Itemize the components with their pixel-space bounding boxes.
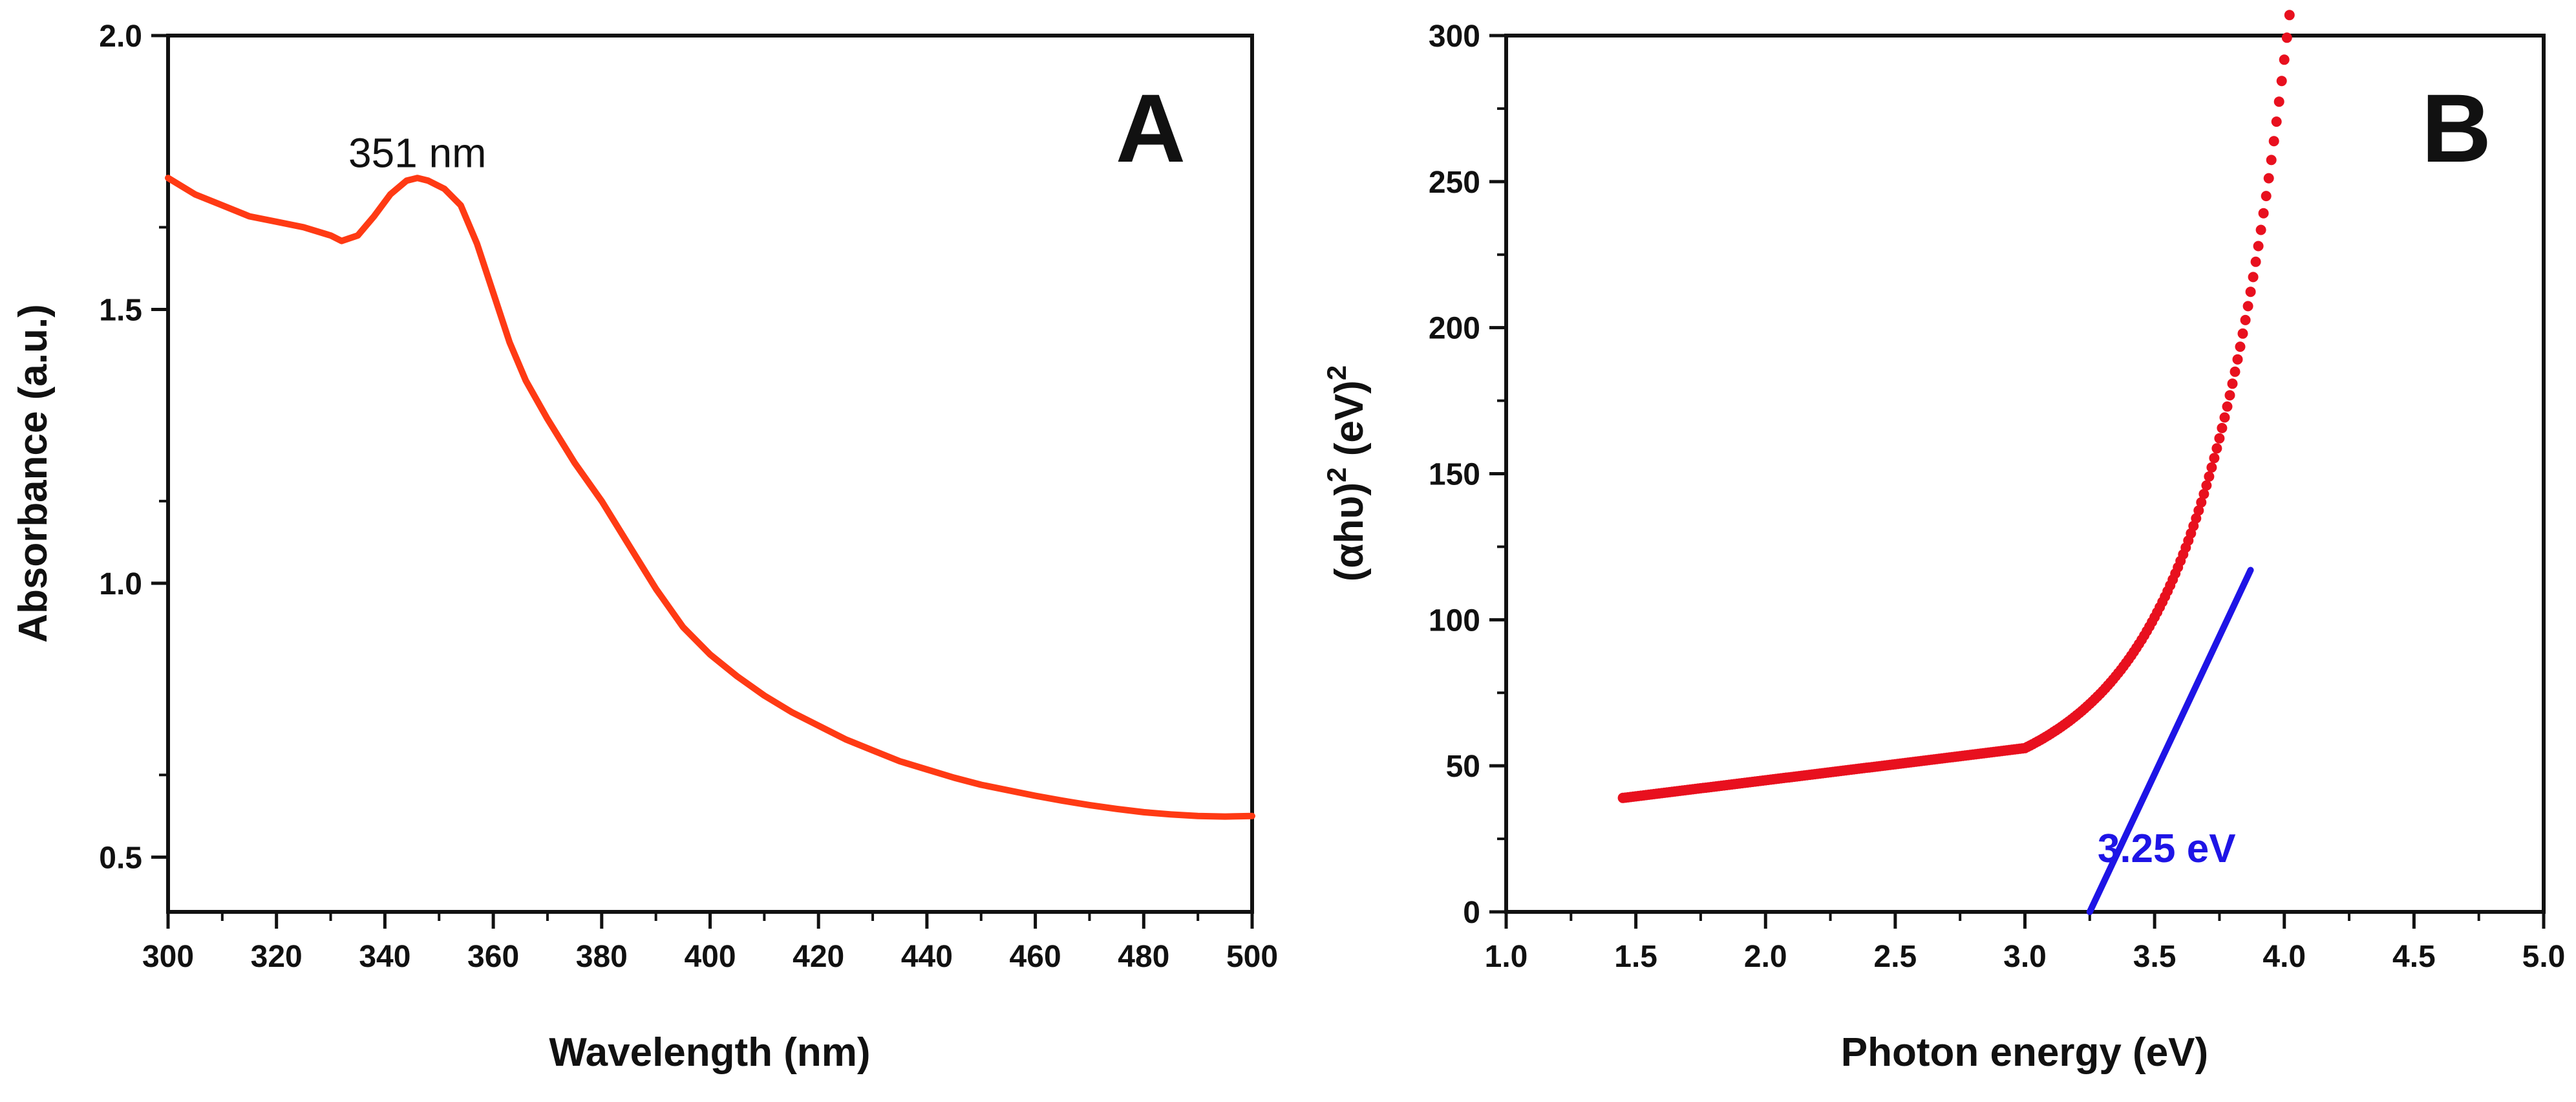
panel-b-y-tick-label: 100 bbox=[1429, 603, 1480, 638]
panel-b-data-point bbox=[2248, 272, 2259, 283]
panel-b-x-axis-title: Photon energy (eV) bbox=[1841, 1030, 2208, 1075]
panel-b-y-tick-label: 300 bbox=[1429, 19, 1480, 54]
panel-b-data-point bbox=[2217, 422, 2228, 433]
panel-b-y-title-unit: (eV) bbox=[1327, 380, 1372, 467]
panel-b-data-point bbox=[2193, 505, 2204, 516]
panel-a-x-tick-label: 480 bbox=[1118, 940, 1169, 974]
panel-a-x-tick-label: 420 bbox=[793, 940, 844, 974]
panel-b-data-point bbox=[2196, 497, 2207, 508]
panel-b-y-ticks: 0 50 100 150 200 250 300 bbox=[1429, 19, 1506, 930]
panel-b-data-point bbox=[2258, 208, 2269, 219]
panel-b-data-point bbox=[2263, 173, 2274, 184]
panel-b-x-tick-label: 4.0 bbox=[2262, 940, 2306, 974]
panel-b-x-tick-label: 1.0 bbox=[1485, 940, 1528, 974]
panel-b-data-point bbox=[2214, 433, 2225, 444]
panel-b-data-point bbox=[2235, 341, 2246, 352]
panel-a-y-ticks: 0.5 1.0 1.5 2.0 bbox=[99, 19, 168, 875]
panel-b-data-point bbox=[2224, 390, 2235, 401]
panel-b-data-point bbox=[2191, 513, 2202, 524]
panel-a-y-axis-title: Absorbance (a.u.) bbox=[11, 304, 56, 643]
panel-b-data-point bbox=[2250, 256, 2261, 267]
panel-b-data-point bbox=[2266, 155, 2277, 166]
panel-a-y-tick-label: 1.5 bbox=[99, 293, 142, 327]
panel-b-tauc-chart: 1.0 1.5 2.0 2.5 3.0 3.5 4.0 4.5 5.0 0 50 100 150 200… bbox=[1321, 10, 2566, 1075]
panel-a-y-tick-label: 1.0 bbox=[99, 567, 142, 601]
panel-a-x-tick-label: 460 bbox=[1010, 940, 1061, 974]
panel-b-data-point bbox=[2201, 480, 2212, 491]
panel-b-data-point bbox=[2219, 412, 2230, 423]
panel-b-data-point bbox=[2240, 314, 2251, 325]
panel-b-data-point bbox=[2271, 116, 2282, 127]
panel-b-tangent-line bbox=[2086, 567, 2254, 915]
panel-b-y-tick-label: 250 bbox=[1429, 166, 1480, 200]
panel-a-peak-annotation: 351 nm bbox=[348, 129, 486, 176]
panel-b-data-point bbox=[2253, 241, 2264, 252]
panel-b-y-tick-label: 0 bbox=[1463, 896, 1480, 930]
panel-b-data-point bbox=[2206, 462, 2217, 473]
panel-b-data-point bbox=[2198, 488, 2209, 499]
panel-b-x-tick-label: 4.5 bbox=[2392, 940, 2436, 974]
panel-a-x-ticks: 300 320 340 360 380 400 420 440 460 480 500 bbox=[142, 912, 1278, 974]
panel-a-x-tick-label: 440 bbox=[901, 940, 953, 974]
panel-a-plot-frame bbox=[166, 34, 1254, 914]
panel-b-data-point bbox=[2281, 32, 2292, 43]
panel-b-y-tick-label: 200 bbox=[1429, 312, 1480, 346]
panel-b-x-tick-label: 2.5 bbox=[1874, 940, 1917, 974]
panel-b-x-ticks: 1.0 1.5 2.0 2.5 3.0 3.5 4.0 4.5 5.0 bbox=[1485, 912, 2566, 974]
panel-b-y-axis-title: (αhυ)2 (eV)2 bbox=[1321, 365, 1372, 581]
panel-a-x-axis-title: Wavelength (nm) bbox=[549, 1030, 870, 1075]
panel-b-data-point bbox=[2273, 96, 2284, 107]
panel-a-x-tick-label: 360 bbox=[467, 940, 519, 974]
panel-b-series bbox=[1617, 10, 2295, 803]
panel-b-x-tick-label: 1.5 bbox=[1614, 940, 1657, 974]
panel-a-y-tick-label: 2.0 bbox=[99, 19, 142, 54]
panel-b-y-title-main: (αhυ) bbox=[1327, 482, 1372, 581]
panel-b-y-tick-label: 50 bbox=[1446, 750, 1480, 784]
panel-b-data-point bbox=[2255, 224, 2266, 235]
panel-a-x-tick-label: 320 bbox=[251, 940, 303, 974]
panel-b-bandgap-annotation: 3.25 eV bbox=[2098, 826, 2236, 871]
panel-b-data-point bbox=[2209, 453, 2220, 464]
panel-a-x-tick-label: 300 bbox=[142, 940, 194, 974]
panel-a-x-tick-label: 380 bbox=[576, 940, 628, 974]
panel-b-data-point bbox=[2242, 301, 2253, 312]
panel-b-plot-frame bbox=[1504, 34, 2546, 914]
panel-b-y-title-sup2: 2 bbox=[1321, 365, 1352, 380]
panel-b-data-point bbox=[2268, 136, 2279, 147]
panel-b-data-point bbox=[2230, 366, 2241, 377]
panel-b-label: B bbox=[2422, 74, 2491, 182]
panel-b-x-tick-label: 5.0 bbox=[2522, 940, 2566, 974]
panel-a-series bbox=[165, 175, 1255, 820]
panel-b-data-point bbox=[2211, 443, 2222, 454]
panel-b-data-point bbox=[2245, 286, 2256, 297]
panel-a-absorbance-line bbox=[165, 175, 1255, 820]
panel-b-data-point bbox=[2222, 401, 2233, 412]
panel-b-x-tick-label: 3.5 bbox=[2133, 940, 2177, 974]
panel-b-data-point bbox=[2204, 471, 2215, 482]
panel-b-fit-line-group bbox=[2086, 567, 2254, 915]
panel-a-absorbance-chart: 300 320 340 360 380 400 420 440 460 480 500 0.5 1.0… bbox=[11, 19, 1278, 1075]
panel-b-data-point bbox=[2232, 354, 2243, 365]
panel-a-x-tick-label: 400 bbox=[684, 940, 736, 974]
panel-b-data-point bbox=[2227, 378, 2238, 389]
panel-a-label: A bbox=[1116, 74, 1186, 182]
panel-b-data-point bbox=[2284, 10, 2295, 21]
panel-a-x-tick-label: 500 bbox=[1226, 940, 1278, 974]
panel-b-y-tick-label: 150 bbox=[1429, 458, 1480, 492]
panel-b-data-point bbox=[2261, 191, 2272, 202]
panel-b-data-point bbox=[2279, 54, 2290, 65]
panel-b-data-point bbox=[2237, 328, 2248, 339]
panel-a-y-tick-label: 0.5 bbox=[99, 841, 142, 875]
panel-a-x-tick-label: 340 bbox=[359, 940, 410, 974]
panel-b-x-tick-label: 3.0 bbox=[2003, 940, 2047, 974]
panel-b-y-title-sup1: 2 bbox=[1321, 467, 1352, 482]
panel-b-x-tick-label: 2.0 bbox=[1744, 940, 1787, 974]
panel-b-data-point bbox=[2276, 76, 2287, 87]
